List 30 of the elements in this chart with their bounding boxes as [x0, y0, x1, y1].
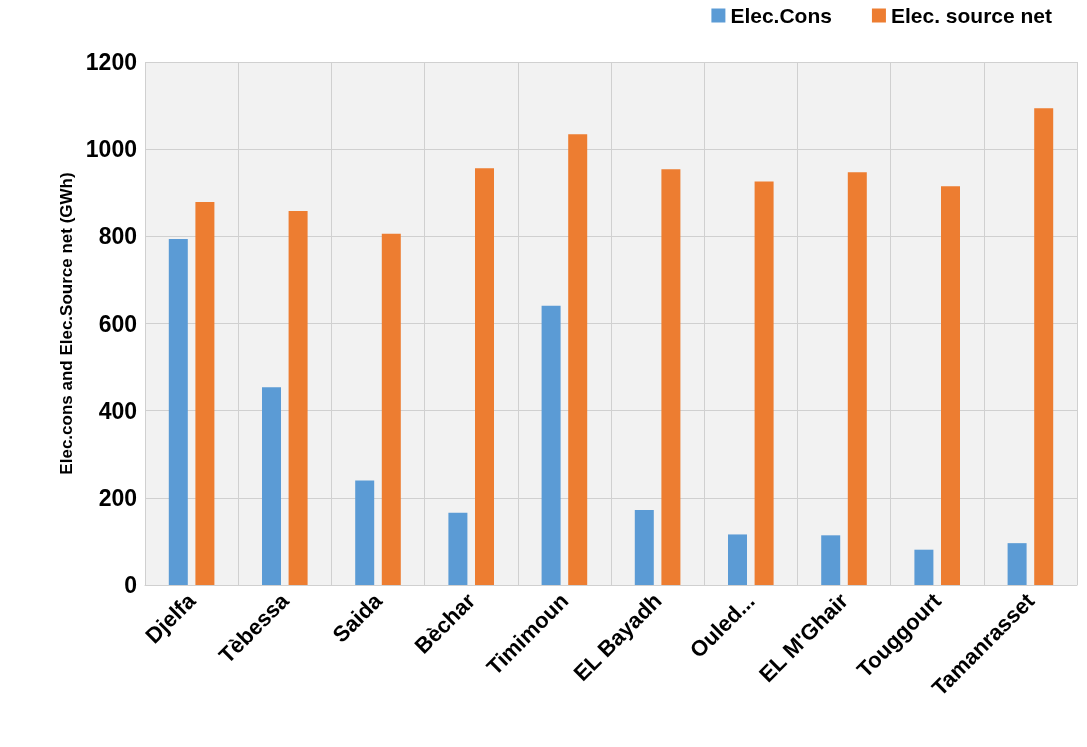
y-axis-title: Elec.cons and Elec.Source net (GWh): [56, 172, 76, 475]
y-tick-label: 1000: [85, 136, 137, 163]
bar: [262, 387, 281, 585]
y-tick-label: 800: [98, 223, 137, 250]
bar: [634, 510, 654, 585]
y-tick-label: 600: [98, 310, 137, 337]
bar: [847, 172, 867, 585]
bar: [288, 211, 308, 585]
legend-label: Elec.Cons: [730, 4, 832, 27]
bar: [475, 168, 494, 585]
bar: [355, 480, 375, 585]
bar: [661, 169, 681, 585]
y-tick-label: 200: [98, 484, 137, 511]
y-tick-label: 1200: [85, 49, 137, 75]
bar: [541, 305, 561, 585]
bar: [1007, 543, 1027, 585]
bar: [168, 238, 188, 585]
legend-label: Elec. source net: [890, 4, 1053, 27]
bar: [195, 201, 215, 585]
y-tick-label: 0: [124, 572, 137, 598]
bar: [448, 512, 468, 585]
bar: [821, 535, 841, 585]
bar: [914, 549, 934, 585]
bar: [568, 134, 588, 585]
bar: [941, 186, 960, 585]
bar: [728, 534, 747, 585]
bar: [754, 181, 774, 585]
bar: [381, 233, 401, 585]
y-tick-label: 400: [98, 397, 137, 424]
bar: [1034, 108, 1054, 585]
